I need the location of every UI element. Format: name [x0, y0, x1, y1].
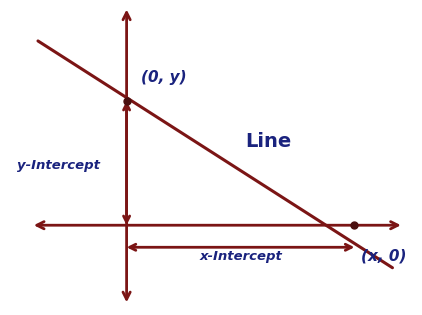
Text: Line: Line — [245, 132, 291, 151]
Text: y-Intercept: y-Intercept — [17, 159, 100, 172]
Text: (0, y): (0, y) — [141, 70, 187, 85]
Text: (x, 0): (x, 0) — [361, 249, 406, 264]
Text: x-Intercept: x-Intercept — [199, 250, 282, 263]
